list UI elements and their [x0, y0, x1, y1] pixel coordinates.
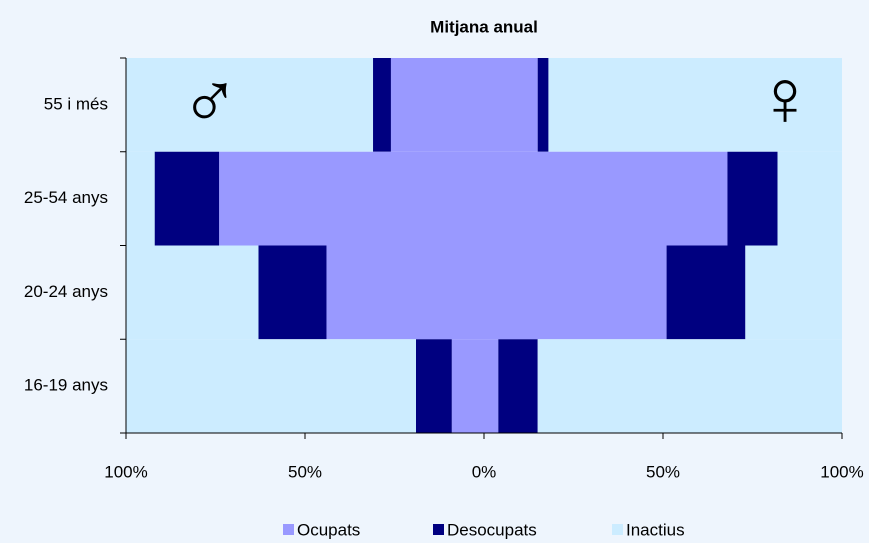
bar-female — [484, 151, 728, 246]
legend-swatch — [433, 524, 444, 535]
chart-title: Mitjana anual — [430, 17, 538, 36]
legend-label: Desocupats — [447, 520, 537, 539]
x-tick-label: 50% — [288, 462, 322, 481]
bar-female — [777, 151, 842, 246]
bar-male — [154, 151, 220, 246]
female-symbol: ♀ — [755, 53, 815, 142]
y-tick-label: 25-54 anys — [24, 188, 108, 207]
bar-male — [390, 58, 484, 152]
bar-male — [415, 339, 452, 433]
bar-male — [126, 58, 374, 152]
legend-label: Ocupats — [297, 520, 360, 539]
bar-male — [258, 245, 327, 340]
bar-female — [484, 339, 499, 433]
bar-male — [451, 339, 484, 433]
legend-label: Inactius — [626, 520, 685, 539]
y-tick-label: 20-24 anys — [24, 282, 108, 301]
bar-female — [537, 58, 549, 152]
male-symbol: ♂ — [180, 53, 240, 142]
bar-female — [537, 339, 842, 433]
y-tick-label: 16-19 anys — [24, 376, 108, 395]
legend-swatch — [612, 524, 623, 535]
bar-female — [745, 245, 842, 340]
bar-female — [498, 339, 538, 433]
bar-male — [126, 245, 259, 340]
bar-male — [126, 339, 416, 433]
bar-female — [484, 58, 538, 152]
bar-female — [548, 58, 842, 152]
bar-female — [666, 245, 746, 340]
x-tick-label: 0% — [472, 462, 497, 481]
bar-female — [727, 151, 778, 246]
bar-male — [126, 151, 155, 246]
legend-swatch — [283, 524, 294, 535]
bar-male — [373, 58, 391, 152]
bar-male — [326, 245, 484, 340]
x-tick-label: 100% — [820, 462, 863, 481]
y-tick-label: 55 i més — [44, 94, 108, 113]
x-tick-label: 100% — [104, 462, 147, 481]
x-tick-label: 50% — [646, 462, 680, 481]
bar-male — [219, 151, 484, 246]
bar-female — [484, 245, 667, 340]
